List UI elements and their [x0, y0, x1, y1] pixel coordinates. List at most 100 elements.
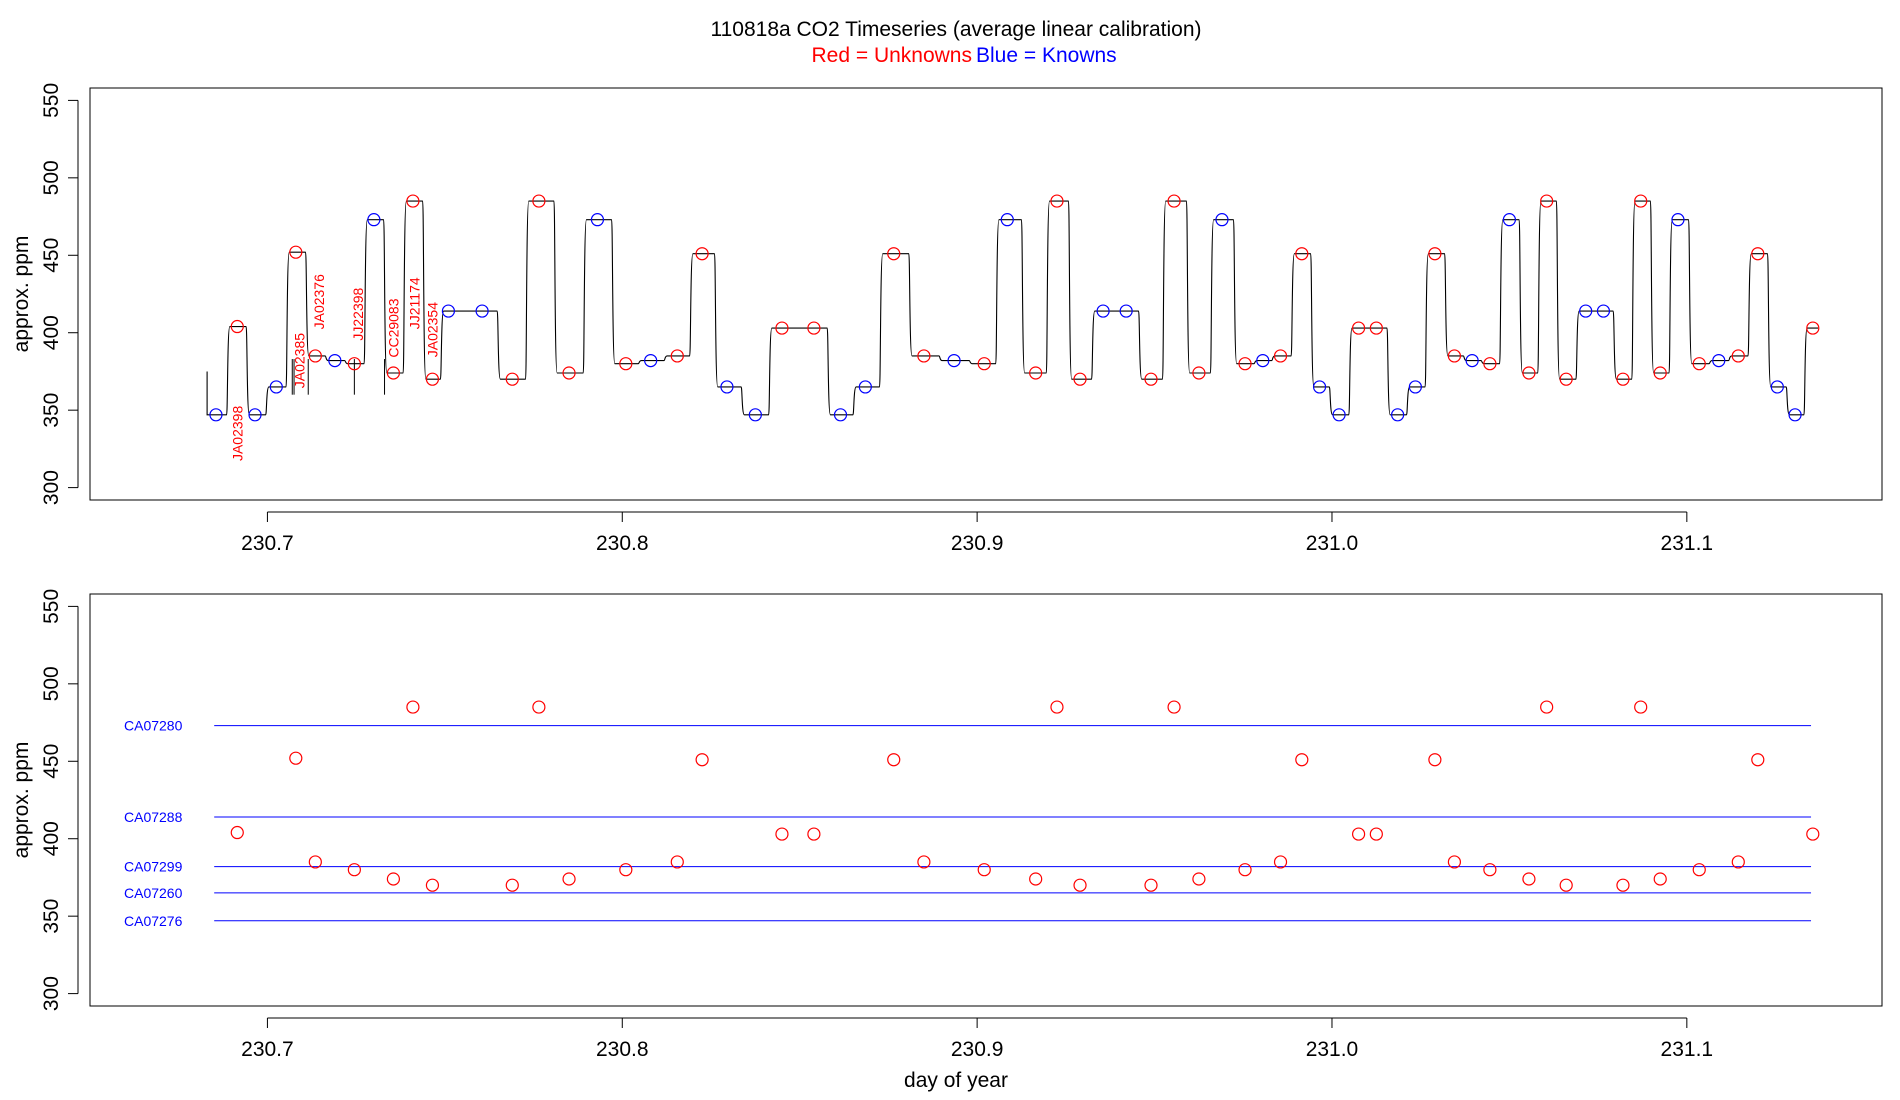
- unknown-sample-point: [1540, 700, 1554, 714]
- unknown-sample-point: [887, 247, 901, 261]
- known-sample-point: [1465, 354, 1479, 368]
- unknown-sample-point: [619, 357, 633, 371]
- unknown-sample-point: [1351, 321, 1366, 335]
- unknown-sample-point: [917, 349, 931, 363]
- known-sample-point: [1096, 304, 1110, 318]
- unknown-sample-point: [1295, 247, 1309, 261]
- known-sample-point: [1596, 304, 1611, 318]
- known-sample-point: [209, 408, 223, 422]
- known-sample-point: [858, 380, 872, 394]
- y-tick-label: 500: [40, 160, 63, 195]
- standard-label: CA07299: [124, 859, 183, 875]
- x-tick-label: 230.9: [951, 1038, 1004, 1061]
- known-sample-point: [248, 408, 262, 422]
- unknown-sample-point: [289, 751, 303, 765]
- known-sample-point: [833, 408, 848, 422]
- unknown-sample-point: [1447, 855, 1462, 869]
- known-sample-point: [1712, 354, 1726, 368]
- legend-unknowns: Red = Unknowns: [811, 44, 972, 67]
- unknown-sample-point: [1692, 357, 1706, 371]
- unknown-sample-point: [505, 372, 519, 386]
- unknown-sample-point: [1192, 366, 1206, 380]
- unknown-sample-point: [1050, 194, 1064, 208]
- unknown-sample-point: [1751, 247, 1765, 261]
- legend-knowns: Blue = Knowns: [976, 44, 1117, 67]
- unknown-sample-point: [1483, 863, 1497, 877]
- unknown-sample-point: [505, 878, 519, 892]
- unknown-sample-point: [1616, 878, 1630, 892]
- unknown-sample-point: [1238, 863, 1252, 877]
- unknown-sample-point: [807, 827, 821, 841]
- y-tick-label: 450: [40, 238, 63, 273]
- unknown-sample-point: [1050, 700, 1064, 714]
- sample-id-label: JA02398: [229, 406, 245, 461]
- unknown-sample-point: [1751, 753, 1765, 767]
- known-sample-point: [1579, 304, 1593, 318]
- y-tick-label: 300: [40, 976, 63, 1011]
- unknown-sample-point: [532, 700, 546, 714]
- unknown-sample-point: [670, 349, 684, 363]
- known-sample-point: [475, 304, 489, 318]
- known-sample-point: [748, 408, 762, 422]
- unknown-sample-point: [695, 753, 709, 767]
- y-tick-label: 350: [40, 899, 63, 934]
- known-sample-point: [1000, 213, 1014, 227]
- unknown-sample-point: [1192, 872, 1206, 886]
- unknown-sample-point: [1428, 247, 1442, 261]
- known-sample-point: [1391, 408, 1405, 422]
- unknown-sample-point: [1731, 349, 1745, 363]
- y-tick-label: 300: [40, 470, 63, 505]
- unknown-sample-point: [1731, 855, 1745, 869]
- y-tick-label: 450: [40, 744, 63, 779]
- unknown-sample-point: [1634, 194, 1648, 208]
- unknown-sample-point: [775, 827, 789, 841]
- bottom-plot-frame: [89, 593, 1883, 1007]
- y-tick-label: 400: [40, 315, 63, 350]
- x-tick-label: 231.0: [1306, 532, 1359, 555]
- unknown-sample-point: [1559, 372, 1573, 386]
- unknown-sample-point: [1653, 366, 1667, 380]
- x-axis-label: day of year: [904, 1069, 1008, 1092]
- unknown-sample-point: [562, 366, 576, 380]
- unknown-sample-point: [619, 863, 633, 877]
- unknown-sample-point: [1559, 878, 1573, 892]
- known-sample-point: [1312, 380, 1327, 394]
- unknown-sample-point: [977, 863, 991, 877]
- unknown-sample-point: [1351, 827, 1366, 841]
- x-tick-label: 230.7: [241, 532, 294, 555]
- unknown-sample-point: [1144, 878, 1158, 892]
- unknown-sample-point: [1634, 700, 1648, 714]
- bottom-y-axis-label: approx. ppm: [10, 742, 33, 859]
- unknown-sample-point: [1653, 872, 1667, 886]
- unknown-sample-point: [807, 321, 821, 335]
- unknown-sample-point: [1073, 878, 1087, 892]
- unknown-sample-point: [670, 855, 684, 869]
- unknown-sample-point: [1428, 753, 1442, 767]
- unknown-sample-point: [1073, 372, 1087, 386]
- unknown-sample-point: [1273, 855, 1288, 869]
- sample-id-label: JA02385: [291, 333, 307, 388]
- unknown-sample-point: [887, 753, 901, 767]
- known-sample-point: [1671, 213, 1685, 227]
- known-sample-point: [644, 354, 658, 368]
- unknown-sample-point: [308, 349, 322, 363]
- standard-label: CA07260: [124, 885, 183, 901]
- known-sample-point: [1119, 304, 1133, 318]
- y-tick-label: 350: [40, 393, 63, 428]
- standard-label: CA07276: [124, 913, 183, 929]
- unknown-sample-point: [1144, 372, 1158, 386]
- unknown-sample-point: [1806, 321, 1820, 335]
- top-y-axis-label: approx. ppm: [10, 236, 33, 353]
- known-sample-point: [1215, 213, 1229, 227]
- unknown-sample-point: [230, 319, 244, 334]
- x-tick-label: 230.9: [951, 532, 1004, 555]
- known-sample-point: [1770, 380, 1784, 394]
- unknown-sample-point: [1167, 194, 1181, 208]
- unknown-sample-point: [347, 863, 361, 877]
- y-tick-label: 550: [40, 589, 63, 624]
- y-tick-label: 500: [40, 666, 63, 701]
- known-sample-point: [1332, 408, 1346, 422]
- unknown-sample-point: [1522, 872, 1536, 886]
- unknown-sample-point: [532, 194, 546, 208]
